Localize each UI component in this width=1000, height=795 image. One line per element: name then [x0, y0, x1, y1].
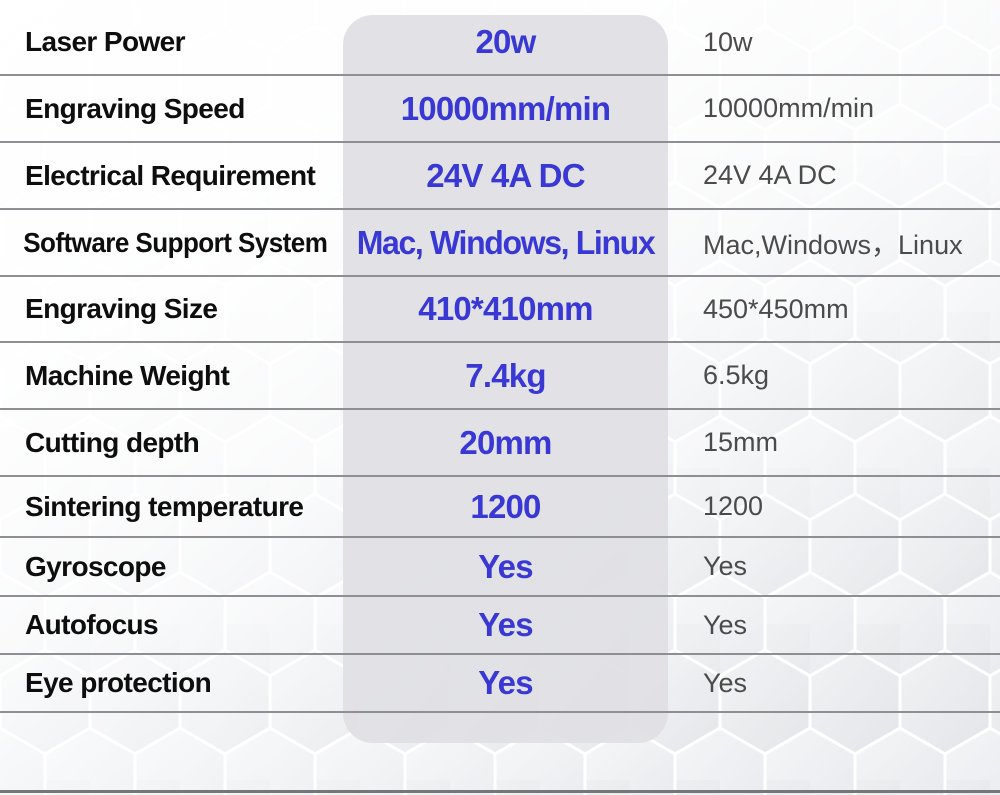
table-row: Engraving Speed 10000mm/min 10000mm/min	[0, 76, 1000, 143]
table-row: Cutting depth 20mm 15mm	[0, 410, 1000, 477]
featured-value: 24V 4A DC	[426, 156, 585, 194]
table-row: Autofocus Yes Yes	[0, 597, 1000, 655]
standard-value: 1200	[703, 491, 764, 521]
standard-value: Yes	[703, 667, 748, 698]
spec-label: Cutting depth	[25, 426, 200, 458]
standard-value: Yes	[703, 551, 748, 581]
spec-label: Engraving Speed	[25, 92, 245, 124]
featured-value: 7.4kg	[465, 356, 546, 394]
table-row: Laser Power 20w 10w	[0, 10, 1000, 76]
featured-value: 20mm	[459, 423, 552, 461]
table-row: Eye protection Yes Yes	[0, 655, 1000, 713]
featured-value: 10000mm/min	[400, 89, 611, 127]
standard-value: 10000mm/min	[703, 93, 875, 123]
featured-column-highlight	[343, 15, 668, 743]
spec-label: Sintering temperature	[25, 490, 304, 522]
standard-value: Yes	[703, 609, 748, 640]
bottom-divider-line	[0, 790, 1000, 793]
spec-label: Eye protection	[25, 667, 212, 698]
spec-table: Laser Power 20w 10w Engraving Speed 1000…	[0, 10, 1000, 713]
featured-value: Mac, Windows, Linux	[356, 223, 656, 261]
table-row: Engraving Size 410*410mm 450*450mm	[0, 277, 1000, 343]
table-row: Software Support System Mac, Windows, Li…	[0, 210, 1000, 277]
standard-value: Mac,Windows，Linux	[703, 230, 963, 260]
spec-label: Laser Power	[25, 26, 186, 57]
spec-label: Machine Weight	[25, 359, 230, 391]
standard-value: 450*450mm	[703, 293, 849, 324]
spec-label: Engraving Size	[25, 293, 218, 324]
table-row: Sintering temperature 1200 1200	[0, 477, 1000, 538]
featured-value: 1200	[470, 487, 541, 525]
standard-value: 10w	[703, 26, 753, 57]
standard-value: 24V 4A DC	[703, 160, 837, 190]
featured-value: 20w	[475, 23, 537, 60]
spec-label: Autofocus	[25, 609, 159, 640]
standard-value: 15mm	[703, 427, 779, 457]
spec-label: Electrical Requirement	[25, 159, 316, 191]
featured-value: 410*410mm	[418, 290, 593, 327]
spec-label: Software Support System	[23, 226, 328, 258]
table-row: Gyroscope Yes Yes	[0, 538, 1000, 597]
featured-value: Yes	[478, 664, 533, 701]
standard-value: 6.5kg	[703, 360, 770, 390]
spec-label: Gyroscope	[25, 550, 166, 582]
table-row: Electrical Requirement 24V 4A DC 24V 4A …	[0, 143, 1000, 210]
featured-value: Yes	[478, 606, 533, 643]
table-row: Machine Weight 7.4kg 6.5kg	[0, 343, 1000, 410]
featured-value: Yes	[478, 547, 533, 585]
